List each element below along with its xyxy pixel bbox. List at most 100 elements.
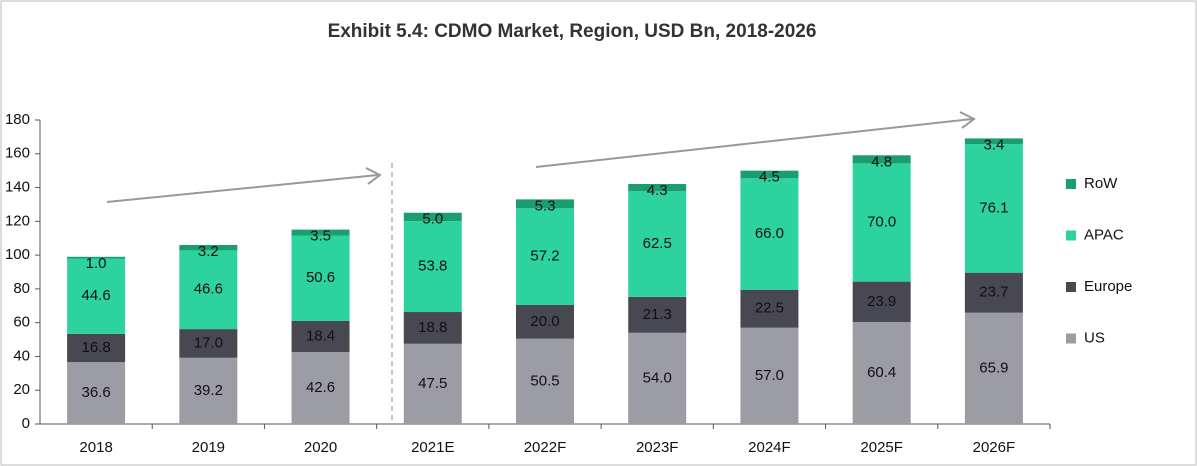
data-label: 46.6 xyxy=(194,281,223,298)
chart-title: Exhibit 5.4: CDMO Market, Region, USD Bn… xyxy=(328,21,817,42)
y-tick-label: 160 xyxy=(5,145,30,162)
y-tick-label: 100 xyxy=(5,246,30,263)
bar-segment xyxy=(852,281,911,322)
bar-segment xyxy=(291,352,350,424)
y-tick-label: 40 xyxy=(13,347,30,364)
data-label: 17.0 xyxy=(194,334,223,351)
bar-segment xyxy=(67,256,126,259)
data-label: 44.6 xyxy=(82,287,111,304)
data-label: 36.6 xyxy=(82,384,111,401)
x-tick-label: 2021E xyxy=(411,439,454,456)
data-label: 39.2 xyxy=(194,382,223,399)
bar-segment xyxy=(516,208,574,305)
bar-segment xyxy=(964,272,1023,313)
data-label: 47.5 xyxy=(418,375,447,392)
data-label: 50.5 xyxy=(530,372,559,389)
y-tick-label: 120 xyxy=(5,212,30,229)
legend-swatch xyxy=(1066,230,1076,241)
bar-segment xyxy=(852,321,911,424)
bar-segment xyxy=(179,357,238,424)
data-label: 18.8 xyxy=(418,319,447,336)
y-tick-label: 180 xyxy=(5,111,30,128)
bar-segment xyxy=(964,144,1023,273)
data-label: 3.5 xyxy=(310,228,331,245)
y-tick-label: 60 xyxy=(13,314,30,331)
bar-segment xyxy=(516,304,574,339)
data-label: 54.0 xyxy=(643,369,672,386)
bar-segment xyxy=(403,212,462,222)
bar-segment xyxy=(291,235,350,321)
bar-segment xyxy=(403,221,462,313)
bar-segment xyxy=(628,184,687,192)
legend-swatch xyxy=(1066,333,1076,344)
legend-label: RoW xyxy=(1084,175,1118,192)
data-label: 50.6 xyxy=(306,269,335,286)
data-label: 4.8 xyxy=(871,153,892,170)
data-label: 23.9 xyxy=(867,293,896,310)
y-tick-label: 140 xyxy=(5,179,30,196)
data-label: 57.2 xyxy=(530,248,559,265)
data-label: 16.8 xyxy=(82,339,111,356)
data-label: 42.6 xyxy=(306,379,335,396)
bar-segment xyxy=(179,250,238,330)
x-tick-label: 2023F xyxy=(636,439,679,456)
data-label: 4.5 xyxy=(759,169,780,186)
legend-swatch xyxy=(1066,282,1076,292)
bar-segment xyxy=(291,229,350,236)
data-label: 1.0 xyxy=(86,255,107,272)
legend-label: Europe xyxy=(1084,278,1132,295)
data-label: 23.7 xyxy=(979,284,1008,301)
legend-label: APAC xyxy=(1084,226,1124,243)
data-label: 5.0 xyxy=(422,211,443,228)
legend-swatch xyxy=(1066,179,1076,189)
data-label: 3.4 xyxy=(983,136,1004,153)
bar-segment xyxy=(67,333,126,363)
data-label: 57.0 xyxy=(755,367,784,384)
bar-segment xyxy=(740,170,799,179)
data-label: 22.5 xyxy=(755,300,784,317)
y-tick-label: 80 xyxy=(13,280,30,297)
bar-segment xyxy=(403,312,462,344)
data-label: 4.3 xyxy=(647,182,668,199)
bar-segment xyxy=(291,320,350,353)
y-tick-label: 20 xyxy=(13,381,30,398)
x-tick-label: 2025F xyxy=(860,439,903,456)
bar-segment xyxy=(740,327,799,424)
legend-label: US xyxy=(1084,329,1105,346)
x-tick-label: 2018 xyxy=(79,439,112,456)
data-label: 5.3 xyxy=(535,197,556,214)
data-label: 65.9 xyxy=(979,359,1008,376)
data-label: 18.4 xyxy=(306,327,335,344)
bar-segment xyxy=(179,244,238,251)
x-tick-label: 2026F xyxy=(973,439,1016,456)
data-label: 20.0 xyxy=(530,313,559,330)
trend-arrows xyxy=(106,111,976,203)
bar-segment xyxy=(740,178,799,290)
data-label: 60.4 xyxy=(867,364,896,381)
x-tick-label: 2019 xyxy=(192,439,225,456)
bar-segment xyxy=(516,338,574,424)
data-label: 3.2 xyxy=(198,243,219,260)
data-label: 62.5 xyxy=(643,235,672,252)
data-label: 70.0 xyxy=(867,213,896,230)
bar-segment xyxy=(67,258,126,334)
data-label: 76.1 xyxy=(979,199,1008,216)
bar-segment xyxy=(852,163,911,282)
bar-segment xyxy=(964,138,1023,145)
bar-segment xyxy=(179,329,238,358)
x-tick-label: 2022F xyxy=(524,439,567,456)
bar-segment xyxy=(852,155,911,164)
bar-segment xyxy=(628,191,687,297)
data-label: 66.0 xyxy=(755,225,784,242)
bar-segment xyxy=(67,362,126,424)
data-label: 21.3 xyxy=(643,306,672,323)
y-tick-label: 0 xyxy=(22,415,30,432)
data-label: 53.8 xyxy=(418,258,447,275)
bar-segment xyxy=(628,296,687,333)
bar-segment xyxy=(403,343,462,424)
bar-segment xyxy=(516,199,574,209)
bar-segment xyxy=(964,312,1023,424)
bar-segment xyxy=(740,289,799,328)
x-tick-label: 2020 xyxy=(304,439,337,456)
